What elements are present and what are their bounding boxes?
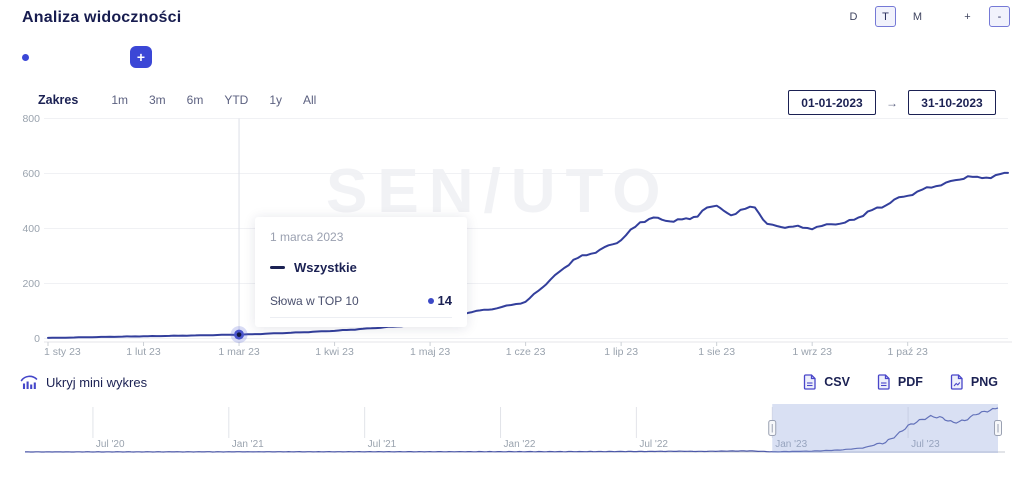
export-csv-button[interactable]: CSV (803, 374, 850, 390)
granularity-day-button[interactable]: D (843, 6, 864, 27)
range-label: Zakres (38, 93, 79, 107)
zoom-in-button[interactable]: + (957, 6, 978, 27)
y-axis-label: 0 (34, 333, 40, 345)
tooltip-metric-label: Słowa w TOP 10 (270, 293, 359, 308)
x-axis-label: 1 maj 23 (410, 346, 450, 358)
navigator-axis-label: Jul '20 (96, 439, 125, 450)
navigator-axis-label: Jul '22 (639, 439, 668, 450)
x-axis-label: 1 sty 23 (44, 346, 81, 358)
page-title: Analiza widoczności (22, 9, 182, 26)
mini-chart-icon (20, 375, 38, 389)
tooltip-series-row: Wszystkie (270, 260, 452, 275)
x-axis-label: 1 lut 23 (126, 346, 161, 358)
x-axis-label: 1 wrz 23 (792, 346, 832, 358)
visibility-line-chart[interactable]: 0 200 400 600 800 1 sty 23 1 lut 23 1 mar 23 1 k… (0, 106, 1024, 368)
tooltip-metric-row: Słowa w TOP 10 14 (270, 293, 452, 318)
senuto-watermark: SEN/UTO (326, 157, 671, 226)
date-range-picker: 01-01-2023 → 31-10-2023 (788, 90, 996, 115)
range-option-3m[interactable]: 3m (148, 93, 166, 107)
toggle-mini-chart-button[interactable]: Ukryj mini wykres (20, 374, 147, 390)
granularity-controls: D T M + - (832, 6, 1010, 27)
range-option-all[interactable]: All (303, 93, 317, 107)
range-option-6m[interactable]: 6m (186, 93, 204, 107)
navigator-series-line (24, 407, 999, 453)
x-axis-label: 1 kwi 23 (315, 346, 354, 358)
granularity-week-button[interactable]: T (875, 6, 896, 27)
series-line-icon (270, 266, 285, 269)
navigator-mini-chart[interactable]: Jul '20 Jan '21 Jul '21 Jan '22 Jul '22 Jan '… (0, 400, 1024, 484)
range-selector: Zakres 1m 3m 6m YTD 1y All (38, 93, 316, 107)
range-option-ytd[interactable]: YTD (224, 93, 249, 107)
add-series-button[interactable]: + (130, 46, 152, 68)
file-csv-icon (804, 374, 816, 390)
y-axis-label: 800 (22, 113, 40, 125)
tooltip-series-name: Wszystkie (294, 260, 357, 275)
navigator-axis-label: Jul '21 (368, 439, 397, 450)
file-pdf-icon (877, 374, 890, 390)
navigator-axis-label: Jan '22 (504, 439, 536, 450)
date-range-arrow-icon: → (886, 95, 898, 110)
navigator-axis-label: Jan '21 (232, 439, 264, 450)
y-axis-label: 200 (22, 278, 40, 290)
range-option-1m[interactable]: 1m (111, 93, 128, 107)
date-from-input[interactable]: 01-01-2023 (788, 90, 876, 115)
granularity-month-button[interactable]: M (907, 6, 928, 27)
date-to-input[interactable]: 31-10-2023 (908, 90, 996, 115)
x-axis-label: 1 lip 23 (604, 346, 638, 358)
x-axis-label: 1 mar 23 (218, 346, 260, 358)
tooltip-date: 1 marca 2023 (270, 230, 344, 244)
zoom-out-button[interactable]: - (989, 6, 1010, 27)
y-axis-label: 400 (22, 223, 40, 235)
visibility-series-line[interactable] (47, 171, 1009, 339)
export-png-button[interactable]: PNG (950, 374, 998, 390)
chart-tooltip: 1 marca 2023 Wszystkie Słowa w TOP 10 14 (255, 217, 467, 327)
x-axis-label: 1 cze 23 (506, 346, 546, 358)
navigator-selection[interactable] (772, 404, 998, 453)
export-pdf-button[interactable]: PDF (877, 374, 923, 390)
x-axis-label: 1 sie 23 (698, 346, 735, 358)
x-axis-label: 1 paź 23 (888, 346, 928, 358)
file-png-icon (950, 374, 963, 390)
value-dot-icon (427, 297, 434, 304)
export-buttons: CSV PDF PNG (803, 374, 998, 390)
range-option-1y[interactable]: 1y (269, 93, 283, 107)
tooltip-metric-value: 14 (427, 293, 452, 308)
highlight-marker-core (236, 332, 242, 337)
series-legend-dot[interactable] (22, 54, 29, 61)
navigator-axis-label: Jul '23 (911, 439, 940, 450)
navigator-axis-label: Jan '23 (775, 439, 807, 450)
y-axis-label: 600 (22, 168, 40, 180)
